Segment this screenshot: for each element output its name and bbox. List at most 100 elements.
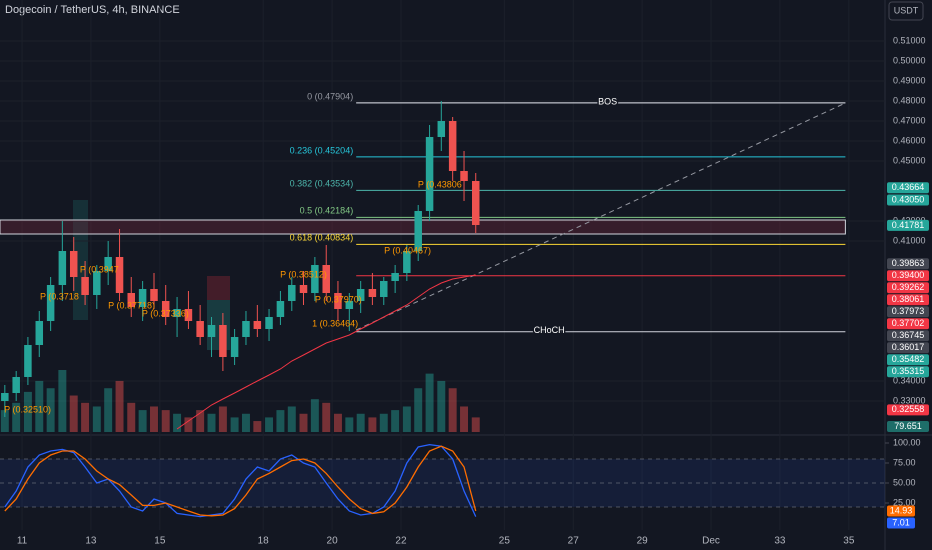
y-tick-label: 0.49000: [893, 75, 926, 85]
volume-bar: [265, 417, 274, 432]
x-tick-label: 25: [499, 536, 511, 547]
volume-bar: [299, 413, 308, 432]
volume-bar: [310, 399, 319, 432]
price-badge: [887, 318, 929, 330]
x-tick-label: 33: [774, 536, 786, 547]
price-badge-label: 0.41781: [892, 220, 925, 230]
volume-bar: [58, 370, 67, 432]
volume-bar: [356, 413, 365, 432]
annotation: P (0.37970): [315, 294, 362, 304]
candle-body: [196, 321, 204, 337]
x-tick-label: Dec: [702, 536, 720, 547]
candle-body: [391, 273, 399, 281]
candle-body: [471, 181, 480, 225]
volume-bar: [425, 373, 434, 432]
volume-bar: [276, 410, 285, 432]
candle-body: [161, 301, 170, 317]
volume-bar: [92, 406, 101, 432]
y-tick-label: 0.47000: [893, 115, 926, 125]
candle-body: [93, 271, 101, 295]
stoch-badge-label: 7.01: [892, 517, 910, 527]
price-badge: [887, 294, 929, 306]
price-badge-label: 0.36017: [892, 342, 925, 352]
candle-body: [127, 293, 136, 307]
price-badge: [887, 306, 929, 318]
volume-bar: [379, 413, 388, 432]
volume-bar: [69, 395, 78, 432]
volume-bar: [402, 406, 411, 432]
candle-body: [1, 393, 9, 401]
annotation: P (0.37718): [108, 300, 155, 310]
x-tick-label: 27: [568, 536, 580, 547]
volume-bar: [218, 406, 227, 432]
candle-body: [380, 281, 388, 297]
volume-bar: [115, 380, 124, 432]
volume-bar: [437, 380, 446, 432]
annotation: P (0.37336): [142, 308, 189, 318]
price-badge-label: 0.37973: [892, 306, 925, 316]
currency-label[interactable]: USDT: [894, 5, 919, 15]
annotation: 1 (0.36464): [312, 318, 358, 328]
y-tick-label: 0.48000: [893, 95, 926, 105]
candle-body: [345, 301, 354, 309]
annotation: P (0.40467): [384, 245, 431, 255]
fib-label: 0 (0.47904): [307, 91, 353, 101]
candle-body: [311, 265, 319, 293]
annotation: P (0.43806: [418, 179, 462, 189]
x-tick-label: 22: [395, 536, 407, 547]
candle-body: [219, 325, 227, 357]
price-badge: [887, 270, 929, 282]
candle-body: [425, 137, 434, 211]
candle-body: [276, 301, 285, 317]
price-badge: [887, 404, 929, 416]
price-badge: [887, 182, 929, 194]
candle-body: [150, 289, 158, 301]
volume-bar: [196, 410, 205, 432]
candle-body: [448, 121, 457, 171]
structure-label: CHoCH: [534, 325, 565, 335]
currency-button[interactable]: [888, 1, 924, 21]
y-tick-label: 0.51000: [893, 35, 926, 45]
volume-bar: [253, 421, 262, 432]
volume-bar: [230, 417, 239, 432]
fib-label: 0.618 (0.40834): [290, 233, 354, 243]
candle-body: [265, 317, 273, 329]
price-badge-label: 0.39262: [892, 282, 925, 292]
candle-body: [334, 293, 342, 309]
stoch-badge: [887, 517, 915, 529]
fib-label: 0.236 (0.45204): [290, 145, 354, 155]
candle-body: [356, 289, 365, 301]
stoch-badge-label: 14.93: [890, 505, 913, 515]
volume-bar: [414, 388, 423, 432]
price-badge: [887, 330, 929, 342]
volume-bar: [0, 410, 9, 432]
x-tick-label: 20: [327, 536, 339, 547]
fib-label: 0.382 (0.43534): [290, 179, 354, 189]
price-badge-label: 0.37702: [892, 318, 925, 328]
candle-body: [184, 309, 193, 321]
volume-bar: [161, 410, 170, 432]
candle-body: [414, 211, 422, 251]
price-badge-label: 0.36745: [892, 330, 925, 340]
price-badge-label: 0.32558: [892, 404, 925, 414]
volume-bar: [368, 417, 377, 432]
price-badge-label: 0.43050: [892, 194, 925, 204]
price-badge-label: 0.43664: [892, 182, 925, 192]
x-tick-label: 35: [843, 536, 855, 547]
annotation: P (0.32510): [4, 404, 51, 414]
candle-body: [242, 321, 250, 337]
price-badge: [887, 282, 929, 294]
y-tick-label: 0.46000: [893, 135, 926, 145]
annotation: P (0.3947: [80, 264, 119, 274]
moving-average: [176, 274, 476, 430]
candle-body: [81, 277, 89, 295]
risk-zone: [207, 276, 230, 300]
candle-body: [253, 321, 262, 329]
y-tick-label: 0.41000: [893, 235, 926, 245]
zone: [0, 219, 846, 235]
volume-bar: [127, 402, 136, 432]
x-tick-label: 15: [154, 536, 166, 547]
stoch-badge: [887, 505, 915, 517]
